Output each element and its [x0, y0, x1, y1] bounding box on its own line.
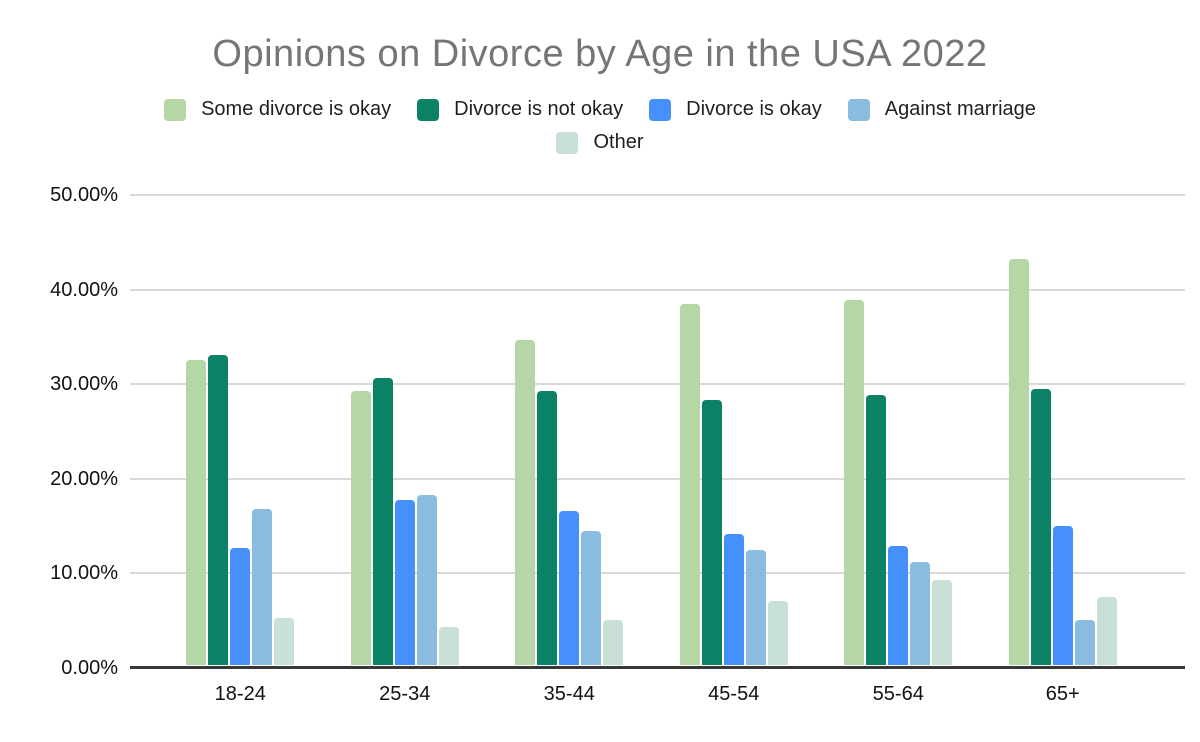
bar-group-55-64: 55-64 [816, 195, 981, 705]
bar [1030, 388, 1051, 665]
bar [1008, 258, 1029, 665]
bar [866, 395, 887, 665]
bar [1096, 597, 1117, 665]
legend-item: Other [556, 131, 644, 154]
legend-item: Some divorce is okay [164, 98, 391, 121]
x-axis-line [130, 666, 1185, 669]
bar [1052, 525, 1073, 665]
plot-area: 18-24 25-34 35-44 45-54 55-64 65+ 0.00% 10.00%… [50, 185, 1185, 705]
bar [416, 494, 437, 665]
y-tick-label: 30.00% [50, 373, 118, 396]
chart-title: Opinions on Divorce by Age in the USA 20… [212, 33, 988, 75]
legend-swatch-icon [164, 98, 187, 121]
bar-group-45-54: 45-54 [652, 195, 817, 705]
legend-row-1: Some divorce is okay Divorce is not okay D… [0, 98, 1200, 121]
gridline [130, 288, 1185, 291]
legend-swatch-icon [649, 98, 672, 121]
x-tick-label: 45-54 [708, 683, 760, 705]
bar [581, 530, 602, 665]
x-tick-label: 18-24 [214, 683, 266, 705]
bar [603, 619, 624, 665]
bars-row: 18-24 25-34 35-44 45-54 55-64 65+ [158, 195, 1146, 705]
bar-group-18-24: 18-24 [158, 195, 323, 705]
y-tick-label: 40.00% [50, 278, 118, 301]
bar [537, 390, 558, 665]
gridline [130, 383, 1185, 386]
bar [767, 601, 788, 665]
y-tick-label: 50.00% [50, 184, 118, 206]
y-tick-label: 0.00% [61, 657, 118, 679]
bar [745, 550, 766, 665]
legend-item: Divorce is okay [649, 98, 822, 121]
bar [515, 339, 536, 665]
bar-group-65+: 65+ [981, 195, 1146, 705]
gridline [130, 477, 1185, 480]
legend-label: Divorce is not okay [454, 98, 624, 120]
bar [888, 545, 909, 665]
x-tick-label: 35-44 [543, 683, 595, 705]
x-tick-label: 65+ [1045, 683, 1080, 705]
bar [910, 561, 931, 665]
bar [701, 399, 722, 665]
bar-group-35-44: 35-44 [487, 195, 652, 705]
legend-swatch-icon [847, 98, 870, 121]
bar [208, 354, 229, 665]
bar [844, 300, 865, 665]
bar [932, 580, 953, 665]
bar-group-25-34: 25-34 [323, 195, 488, 705]
bar [723, 534, 744, 665]
legend-label: Other [593, 131, 644, 153]
bar [679, 304, 700, 665]
x-tick-label: 25-34 [379, 683, 431, 705]
gridline [130, 572, 1185, 575]
bar [186, 359, 207, 665]
legend-row-2: Other [0, 131, 1200, 154]
gridline [130, 194, 1185, 196]
legend-item: Divorce is not okay [417, 98, 623, 121]
legend-swatch-icon [417, 98, 440, 121]
bar [372, 378, 393, 665]
bar [252, 508, 273, 665]
bar [230, 547, 251, 665]
bar [559, 510, 580, 665]
legend-label: Divorce is okay [686, 98, 822, 120]
bar [350, 390, 371, 665]
legend-item: Against marriage [847, 98, 1036, 121]
y-tick-label: 10.00% [50, 562, 118, 585]
legend-swatch-icon [556, 131, 579, 154]
x-tick-label: 55-64 [872, 683, 924, 705]
legend-label: Some divorce is okay [201, 98, 392, 120]
bar [438, 627, 459, 665]
legend-label: Against marriage [884, 98, 1036, 120]
bar [1074, 619, 1095, 665]
y-tick-label: 20.00% [50, 467, 118, 490]
bar [274, 618, 295, 665]
bar [394, 499, 415, 665]
